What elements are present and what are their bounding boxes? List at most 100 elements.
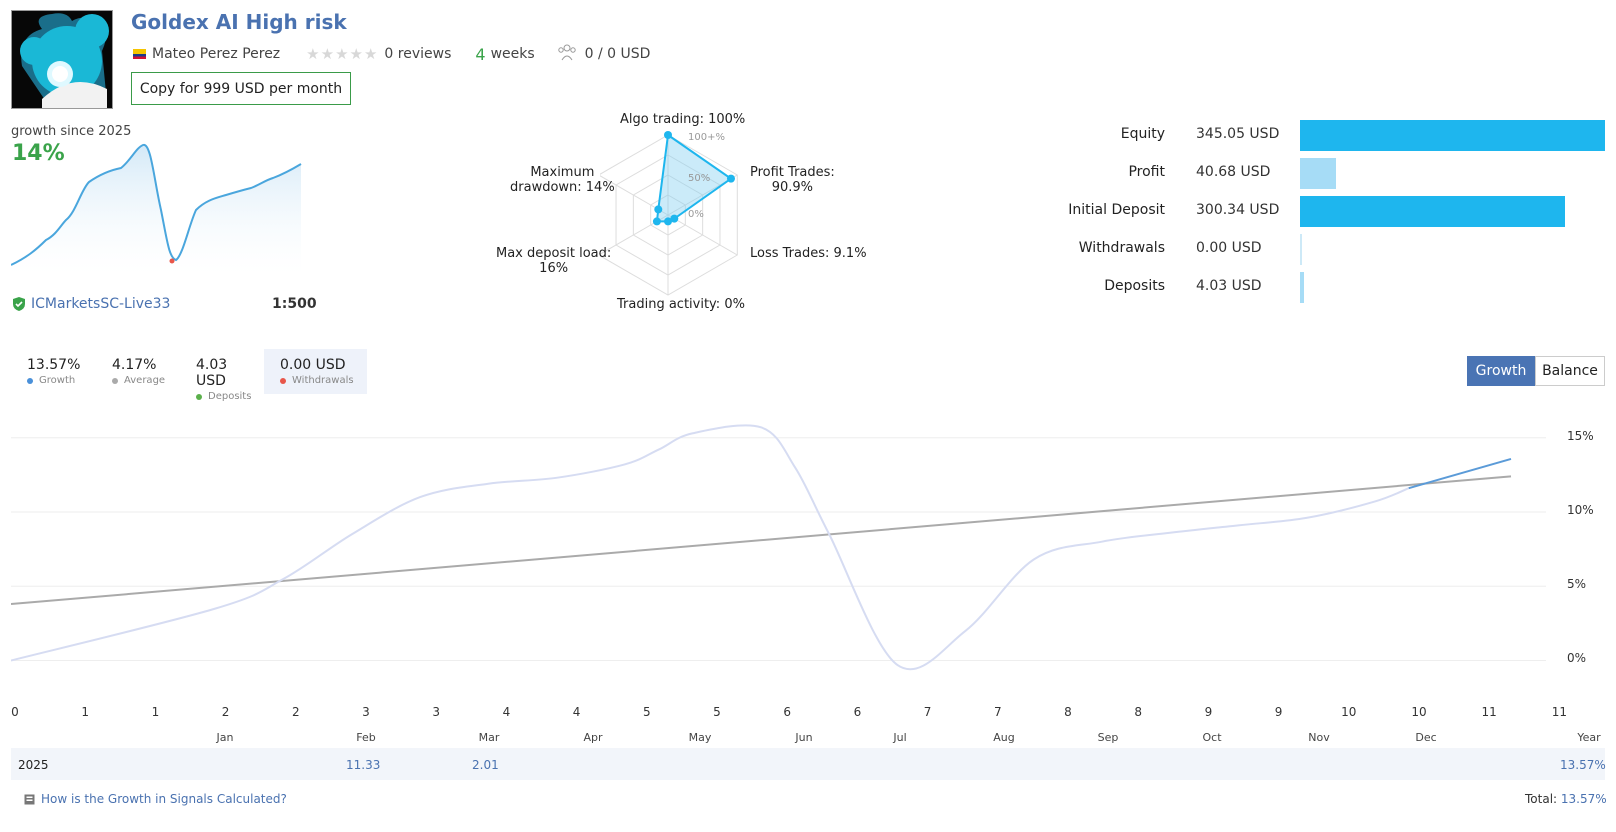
month-label: Jun	[795, 731, 813, 744]
leverage-value: 1:500	[272, 296, 317, 312]
y-tick-label: 5%	[1567, 577, 1587, 592]
radar-label-activity: Trading activity: 0%	[617, 297, 745, 312]
x-tick-label: 1	[81, 705, 90, 719]
author-name[interactable]: Mateo Perez Perez	[152, 46, 281, 62]
verified-shield-icon	[13, 297, 25, 311]
x-tick-label: 2	[221, 705, 230, 719]
stat-bar	[1300, 234, 1302, 265]
legend-item[interactable]: 13.57% Growth	[11, 349, 91, 394]
x-tick-label: 6	[783, 705, 792, 719]
month-label: Sep	[1097, 731, 1119, 744]
stat-bar	[1300, 196, 1566, 227]
legend-dot-icon	[196, 393, 202, 400]
year-total-value[interactable]: 13.57%	[1560, 758, 1606, 772]
legend-dot-icon	[112, 377, 118, 384]
radar-scale-0: 0%	[688, 209, 704, 220]
growth-calc-text[interactable]: How is the Growth in Signals Calculated?	[41, 792, 287, 806]
stat-value: 300.34 USD	[1196, 202, 1280, 218]
growth-line-recent	[1408, 457, 1512, 490]
stat-label: Equity	[1120, 126, 1165, 142]
month-label: Oct	[1202, 731, 1222, 744]
feb-value[interactable]: 11.33	[346, 758, 381, 772]
x-tick-label: 11	[1551, 705, 1568, 719]
legend-label-text: Withdrawals	[292, 375, 354, 386]
growth-since-value: 14%	[12, 141, 65, 166]
total-label-text: Total:	[1525, 792, 1558, 806]
growth-toggle[interactable]: Growth	[1467, 356, 1535, 386]
legend-label: Growth	[27, 375, 91, 386]
radar-point	[652, 217, 661, 226]
radar-scale-100: 100+%	[688, 132, 725, 143]
x-tick-label: 5	[713, 705, 721, 719]
mar-value[interactable]: 2.01	[472, 758, 499, 772]
total-label: Total: 13.57%	[1525, 792, 1607, 806]
legend-value: 0.00 USD	[280, 357, 346, 373]
month-label: May	[688, 731, 712, 744]
subscribers-icon	[557, 43, 577, 65]
subscribers-value: 0 / 0 USD	[584, 46, 651, 62]
radar-label-algo: Algo trading: 100%	[620, 112, 746, 127]
broker-server[interactable]: ICMarketsSC-Live33	[12, 296, 170, 312]
month-label: Mar	[478, 731, 500, 744]
month-label: Dec	[1415, 731, 1437, 744]
radar-label-profit-title: Profit Trades:	[750, 165, 835, 180]
stat-bar	[1300, 120, 1605, 151]
radar-label-profit-value: 90.9%	[771, 180, 814, 195]
radar-point	[664, 131, 672, 139]
growth-calc-link[interactable]: How is the Growth in Signals Calculated?	[24, 792, 287, 806]
legend-label-text: Deposits	[208, 391, 252, 402]
month-label: Jul	[893, 731, 907, 744]
growth-since-label: growth since 2025	[11, 124, 132, 139]
server-name[interactable]: ICMarketsSC-Live33	[31, 296, 171, 312]
radar-label-loss: Loss Trades: 9.1%	[750, 246, 867, 261]
legend-value: 4.03 USD	[196, 357, 228, 389]
stat-bar	[1300, 272, 1304, 303]
weeks-number: 4	[475, 44, 486, 64]
legend-item[interactable]: 4.03 USD Deposits	[180, 349, 260, 402]
legend-value: 4.17%	[112, 357, 157, 373]
growth-chart[interactable]	[11, 400, 1606, 740]
month-label: Nov	[1308, 731, 1330, 744]
mini-growth-chart[interactable]	[11, 140, 311, 275]
radar-label-load-value: 16%	[539, 261, 569, 276]
x-tick-label: 0	[11, 705, 19, 719]
x-tick-label: 7	[923, 705, 932, 719]
signal-avatar[interactable]	[11, 10, 113, 109]
x-tick-label: 6	[853, 705, 862, 719]
x-tick-label: 4	[572, 705, 581, 719]
radar-point	[654, 205, 663, 214]
stat-label: Initial Deposit	[1068, 202, 1165, 218]
x-tick-label: 5	[642, 705, 651, 719]
legend-dot-icon	[280, 377, 286, 384]
month-label: Year	[1577, 731, 1601, 744]
legend-label: Average	[112, 375, 176, 386]
legend-item[interactable]: 4.17% Average	[96, 349, 176, 394]
radar-label-drawdown: Maximum drawdown: 14%	[510, 165, 615, 195]
radar-label-deposit-load: Max deposit load: 16%	[496, 246, 611, 276]
x-tick-label: 2	[291, 705, 300, 719]
radar-label-drawdown-value: drawdown: 14%	[510, 180, 615, 195]
rating-stars-icon: ★★★★★	[306, 45, 379, 63]
y-tick-label: 0%	[1567, 651, 1587, 666]
x-tick-label: 9	[1204, 705, 1213, 719]
legend-label: Withdrawals	[280, 375, 367, 386]
total-value[interactable]: 13.57%	[1560, 792, 1607, 806]
legend-item[interactable]: 0.00 USD Withdrawals	[264, 349, 367, 394]
y-tick-label: 15%	[1567, 428, 1594, 443]
legend-label-text: Growth	[39, 375, 76, 386]
signal-title[interactable]: Goldex AI High risk	[131, 10, 347, 34]
legend-label-text: Average	[124, 375, 166, 386]
month-label: Apr	[583, 731, 603, 744]
reviews-count[interactable]: 0 reviews	[384, 46, 452, 62]
info-book-icon	[24, 794, 35, 804]
stat-value: 345.05 USD	[1196, 126, 1280, 142]
x-tick-label: 10	[1341, 705, 1357, 719]
x-tick-label: 4	[502, 705, 511, 719]
copy-button[interactable]: Copy for 999 USD per month	[131, 72, 351, 105]
month-label: Feb	[356, 731, 376, 744]
x-tick-label: 10	[1411, 705, 1427, 719]
chart-gridlines	[11, 437, 1546, 661]
radar-point	[664, 217, 672, 226]
radar-spoke	[667, 214, 738, 256]
balance-toggle[interactable]: Balance	[1535, 356, 1605, 386]
